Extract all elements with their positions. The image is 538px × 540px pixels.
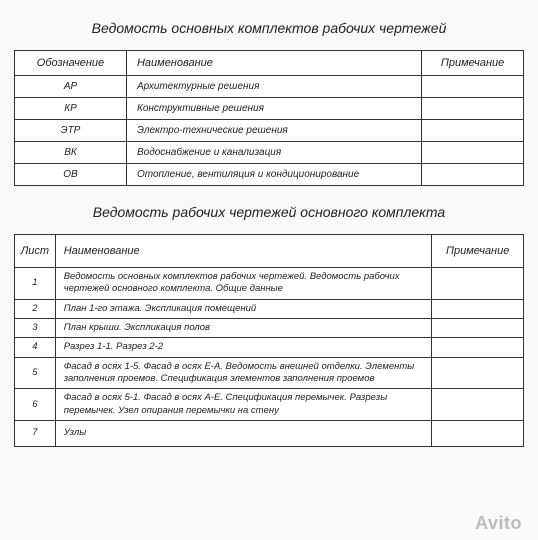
col-header-note: Примечание [422,51,524,76]
cell-note [432,389,524,421]
cell-name: Архитектурные решения [126,76,421,98]
cell-num: 6 [15,389,56,421]
cell-num: 4 [15,338,56,357]
cell-name: Ведомость основных комплектов рабочих че… [55,268,432,300]
table-row: ЭТР Электро-технические решения [15,120,524,142]
cell-name: План крыши. Экспликация полов [55,319,432,338]
cell-name: Узлы [55,421,432,447]
col-header-note: Примечание [432,235,524,268]
table-row: 5 Фасад в осях 1-5. Фасад в осях Е-А. Ве… [15,357,524,389]
cell-code: КР [15,98,127,120]
cell-note [422,120,524,142]
cell-name: Отопление, вентиляция и кондиционировани… [126,164,421,186]
cell-note [432,268,524,300]
cell-note [432,319,524,338]
cell-code: ВК [15,142,127,164]
cell-note [432,338,524,357]
table-header-row: Лист Наименование Примечание [15,235,524,268]
cell-note [432,421,524,447]
cell-num: 7 [15,421,56,447]
cell-num: 3 [15,319,56,338]
col-header-name: Наименование [55,235,432,268]
table-row: КР Конструктивные решения [15,98,524,120]
title-2: Ведомость рабочих чертежей основного ком… [14,204,524,220]
cell-name: Водоснабжение и канализация [126,142,421,164]
table-row: АР Архитектурные решения [15,76,524,98]
cell-num: 2 [15,299,56,318]
watermark-avito: Avito [475,513,522,534]
cell-code: АР [15,76,127,98]
cell-name: Электро-технические решения [126,120,421,142]
table-row: 3 План крыши. Экспликация полов [15,319,524,338]
col-header-name: Наименование [126,51,421,76]
cell-note [422,76,524,98]
table-row: 4 Разрез 1-1. Разрез 2-2 [15,338,524,357]
cell-code: ЭТР [15,120,127,142]
col-header-code: Обозначение [15,51,127,76]
cell-note [422,164,524,186]
table-row: ВК Водоснабжение и канализация [15,142,524,164]
cell-note [432,299,524,318]
cell-name: Фасад в осях 5-1. Фасад в осях А-Е. Спец… [55,389,432,421]
table-row: 1 Ведомость основных комплектов рабочих … [15,268,524,300]
cell-num: 1 [15,268,56,300]
cell-code: ОВ [15,164,127,186]
cell-note [422,98,524,120]
table-row: 2 План 1-го этажа. Экспликация помещений [15,299,524,318]
table-row: 6 Фасад в осях 5-1. Фасад в осях А-Е. Сп… [15,389,524,421]
table-kits: Обозначение Наименование Примечание АР А… [14,50,524,186]
table-header-row: Обозначение Наименование Примечание [15,51,524,76]
table-sheets: Лист Наименование Примечание 1 Ведомость… [14,234,524,447]
cell-note [422,142,524,164]
title-1: Ведомость основных комплектов рабочих че… [14,20,524,36]
table-row: ОВ Отопление, вентиляция и кондициониров… [15,164,524,186]
cell-name: План 1-го этажа. Экспликация помещений [55,299,432,318]
cell-num: 5 [15,357,56,389]
col-header-sheet: Лист [15,235,56,268]
table-row: 7 Узлы [15,421,524,447]
cell-note [432,357,524,389]
cell-name: Фасад в осях 1-5. Фасад в осях Е-А. Ведо… [55,357,432,389]
cell-name: Конструктивные решения [126,98,421,120]
cell-name: Разрез 1-1. Разрез 2-2 [55,338,432,357]
